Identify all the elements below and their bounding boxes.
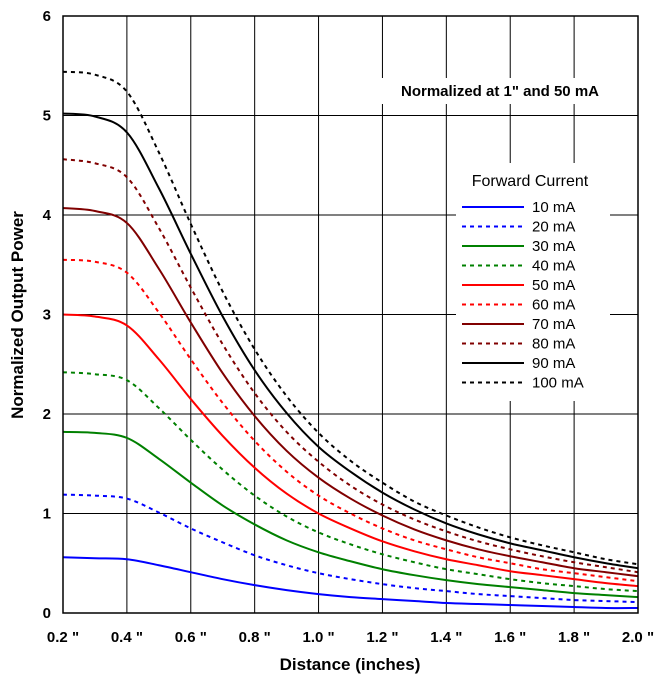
series-line-20-ma (62, 493, 639, 604)
legend-label: 90 mA (532, 355, 575, 372)
legend-label: 30 mA (532, 238, 575, 255)
legend-label: 60 mA (532, 297, 575, 314)
x-tick-label: 1.6 " (494, 629, 526, 646)
legend-label: 10 mA (532, 199, 575, 216)
y-tick-label: 2 (43, 406, 51, 423)
x-axis-title: Distance (inches) (280, 655, 421, 674)
legend-title: Forward Current (472, 173, 589, 190)
x-tick-label: 2.0 " (622, 629, 654, 646)
annotation-background (352, 78, 636, 104)
y-axis-title: Normalized Output Power (8, 211, 27, 419)
x-tick-label: 1.0 " (302, 629, 334, 646)
series-layer (62, 70, 639, 610)
series-line-90-ma (62, 112, 639, 570)
y-tick-label: 1 (43, 506, 51, 523)
plot-frame (62, 15, 639, 614)
x-tick-labels: 0.2 " 0.4 " 0.6 " 0.8 " 1.0 " 1.2 " 1.4 " 1.6 "… (47, 629, 654, 646)
y-tick-label: 3 (43, 307, 51, 324)
series-line-100-ma (62, 70, 639, 566)
x-tick-label: 0.2 " (47, 629, 79, 646)
legend-label: 80 mA (532, 336, 575, 353)
legend-label: 70 mA (532, 316, 575, 333)
legend: Forward Current 10 mA 20 mA 30 mA 40 mA 50 m… (456, 163, 610, 401)
y-tick-label: 6 (43, 8, 51, 25)
x-tick-label: 1.2 " (366, 629, 398, 646)
x-tick-label: 1.4 " (430, 629, 462, 646)
y-tick-label: 0 (43, 605, 51, 622)
x-tick-label: 1.8 " (558, 629, 590, 646)
y-tick-labels: 0 1 2 3 4 5 6 (43, 8, 52, 622)
y-tick-label: 4 (43, 207, 52, 224)
series-line-40-ma (62, 371, 639, 593)
legend-label: 20 mA (532, 219, 575, 236)
x-tick-label: 0.8 " (239, 629, 271, 646)
legend-label: 50 mA (532, 277, 575, 294)
legend-label: 100 mA (532, 375, 584, 392)
series-line-30-ma (62, 430, 639, 599)
legend-items: 10 mA 20 mA 30 mA 40 mA 50 mA 60 mA 70 mA 80 mA… (462, 199, 584, 392)
series-line-70-ma (62, 207, 639, 578)
legend-label: 40 mA (532, 258, 575, 275)
series-line-50-ma (62, 313, 639, 588)
series-line-80-ma (62, 158, 639, 574)
x-tick-label: 0.6 " (175, 629, 207, 646)
x-tick-label: 0.4 " (111, 629, 143, 646)
normalization-note: Normalized at 1" and 50 mA (401, 83, 599, 100)
series-line-10-ma (62, 556, 639, 610)
legend-background (456, 163, 610, 401)
y-tick-label: 5 (43, 108, 51, 125)
